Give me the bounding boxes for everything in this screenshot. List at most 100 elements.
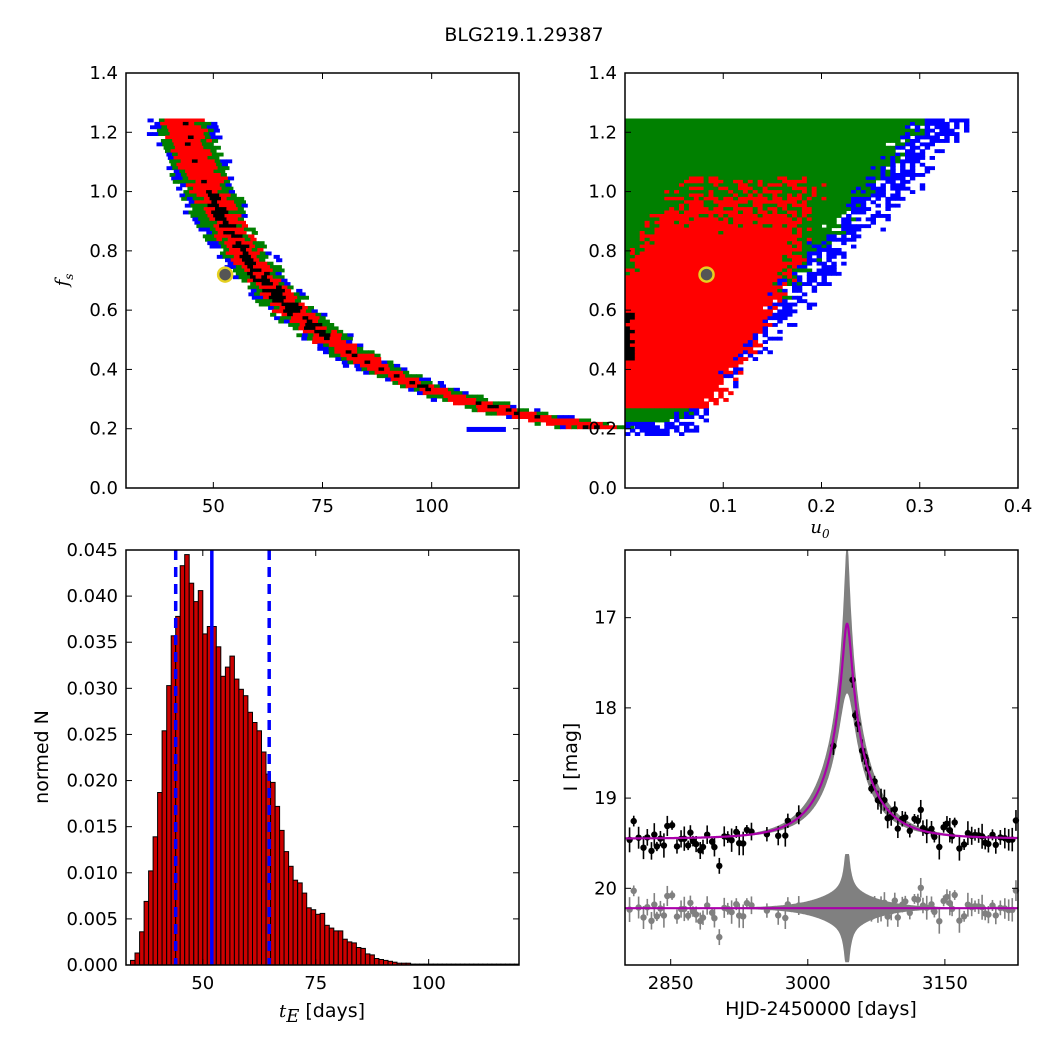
density-cell (733, 217, 739, 222)
density-cell (625, 275, 631, 280)
density-cell (796, 166, 803, 171)
density-cell (757, 152, 763, 157)
density-cell (738, 231, 744, 235)
density-cell (796, 118, 803, 123)
density-cell (851, 200, 857, 205)
density-cell (806, 118, 813, 123)
density-cell (654, 128, 660, 133)
density-cell (826, 139, 832, 143)
density-cell (860, 149, 867, 154)
density-cell (703, 169, 709, 174)
density-cell (679, 319, 685, 324)
density-cell (659, 139, 665, 143)
density-cell (679, 135, 685, 140)
density-cell (654, 169, 660, 174)
density-cell (728, 190, 734, 194)
density-cell (792, 149, 798, 154)
density-cell (738, 139, 744, 143)
density-cell (806, 156, 813, 160)
density-cell (674, 125, 680, 130)
density-cell (389, 367, 396, 372)
density-cell (688, 309, 695, 314)
density-cell (865, 125, 872, 130)
density-cell (762, 207, 768, 211)
density-cell (629, 411, 636, 416)
density-cell (679, 306, 685, 310)
density-cell (914, 128, 921, 133)
density-cell (644, 421, 650, 426)
density-cell (629, 196, 636, 201)
density-cell (171, 121, 178, 126)
density-cell (659, 261, 665, 266)
density-cell (375, 357, 382, 361)
density-cell (654, 418, 660, 423)
density-cell (836, 251, 842, 256)
density-cell (909, 173, 916, 177)
density-cell (782, 152, 788, 157)
density-cell (493, 404, 500, 409)
density-cell (728, 319, 734, 324)
density-cell (453, 387, 460, 392)
density-cell (688, 316, 695, 321)
density-cell (885, 169, 891, 174)
density-cell (223, 248, 230, 252)
density-cell (625, 268, 631, 273)
density-cell (718, 367, 724, 372)
density-cell (200, 190, 207, 194)
density-cell (664, 132, 670, 136)
density-cell (846, 193, 852, 198)
density-cell (792, 323, 798, 327)
density-cell (767, 237, 773, 242)
density-cell (752, 309, 759, 314)
density-cell (728, 173, 734, 177)
density-cell (875, 186, 881, 191)
density-cell (905, 159, 911, 164)
histogram-bar (306, 907, 312, 966)
density-cell (679, 121, 685, 126)
density-cell (654, 428, 660, 433)
density-cell (841, 261, 847, 266)
density-cell (510, 404, 517, 409)
density-cell (806, 234, 813, 239)
density-cell (860, 200, 867, 205)
density-cell (634, 329, 641, 334)
density-cell (767, 193, 773, 198)
density-cell (654, 398, 660, 402)
density-cell (269, 271, 276, 276)
density-cell (654, 432, 660, 436)
density-cell (629, 224, 636, 229)
density-cell (204, 186, 211, 191)
density-cell (684, 316, 690, 321)
density-cell (664, 251, 670, 256)
density-cell (811, 132, 818, 136)
density-cell (629, 241, 636, 246)
density-cell (742, 166, 749, 171)
density-cell (698, 329, 705, 334)
density-cell (841, 128, 847, 133)
density-cell (698, 309, 705, 314)
density-cell (376, 374, 383, 379)
density-cell (787, 121, 793, 126)
density-cell (733, 326, 739, 331)
density-cell (703, 401, 709, 406)
density-cell (684, 408, 690, 413)
density-cell (787, 302, 793, 307)
density-cell (217, 152, 224, 157)
density-cell (733, 152, 739, 157)
density-cell (283, 309, 290, 314)
density-cell (674, 408, 680, 413)
density-cell (762, 302, 768, 307)
density-cell (634, 169, 641, 174)
density-cell (890, 176, 896, 181)
density-cell (629, 319, 636, 324)
density-cell (634, 190, 641, 194)
density-cell (782, 316, 788, 321)
density-cell (270, 302, 277, 307)
density-cell (649, 118, 655, 123)
density-cell (772, 214, 778, 218)
density-cell (679, 173, 685, 177)
density-cell (487, 401, 494, 406)
density-cell (728, 214, 734, 218)
density-cell (801, 166, 808, 171)
density-cell (698, 381, 705, 385)
